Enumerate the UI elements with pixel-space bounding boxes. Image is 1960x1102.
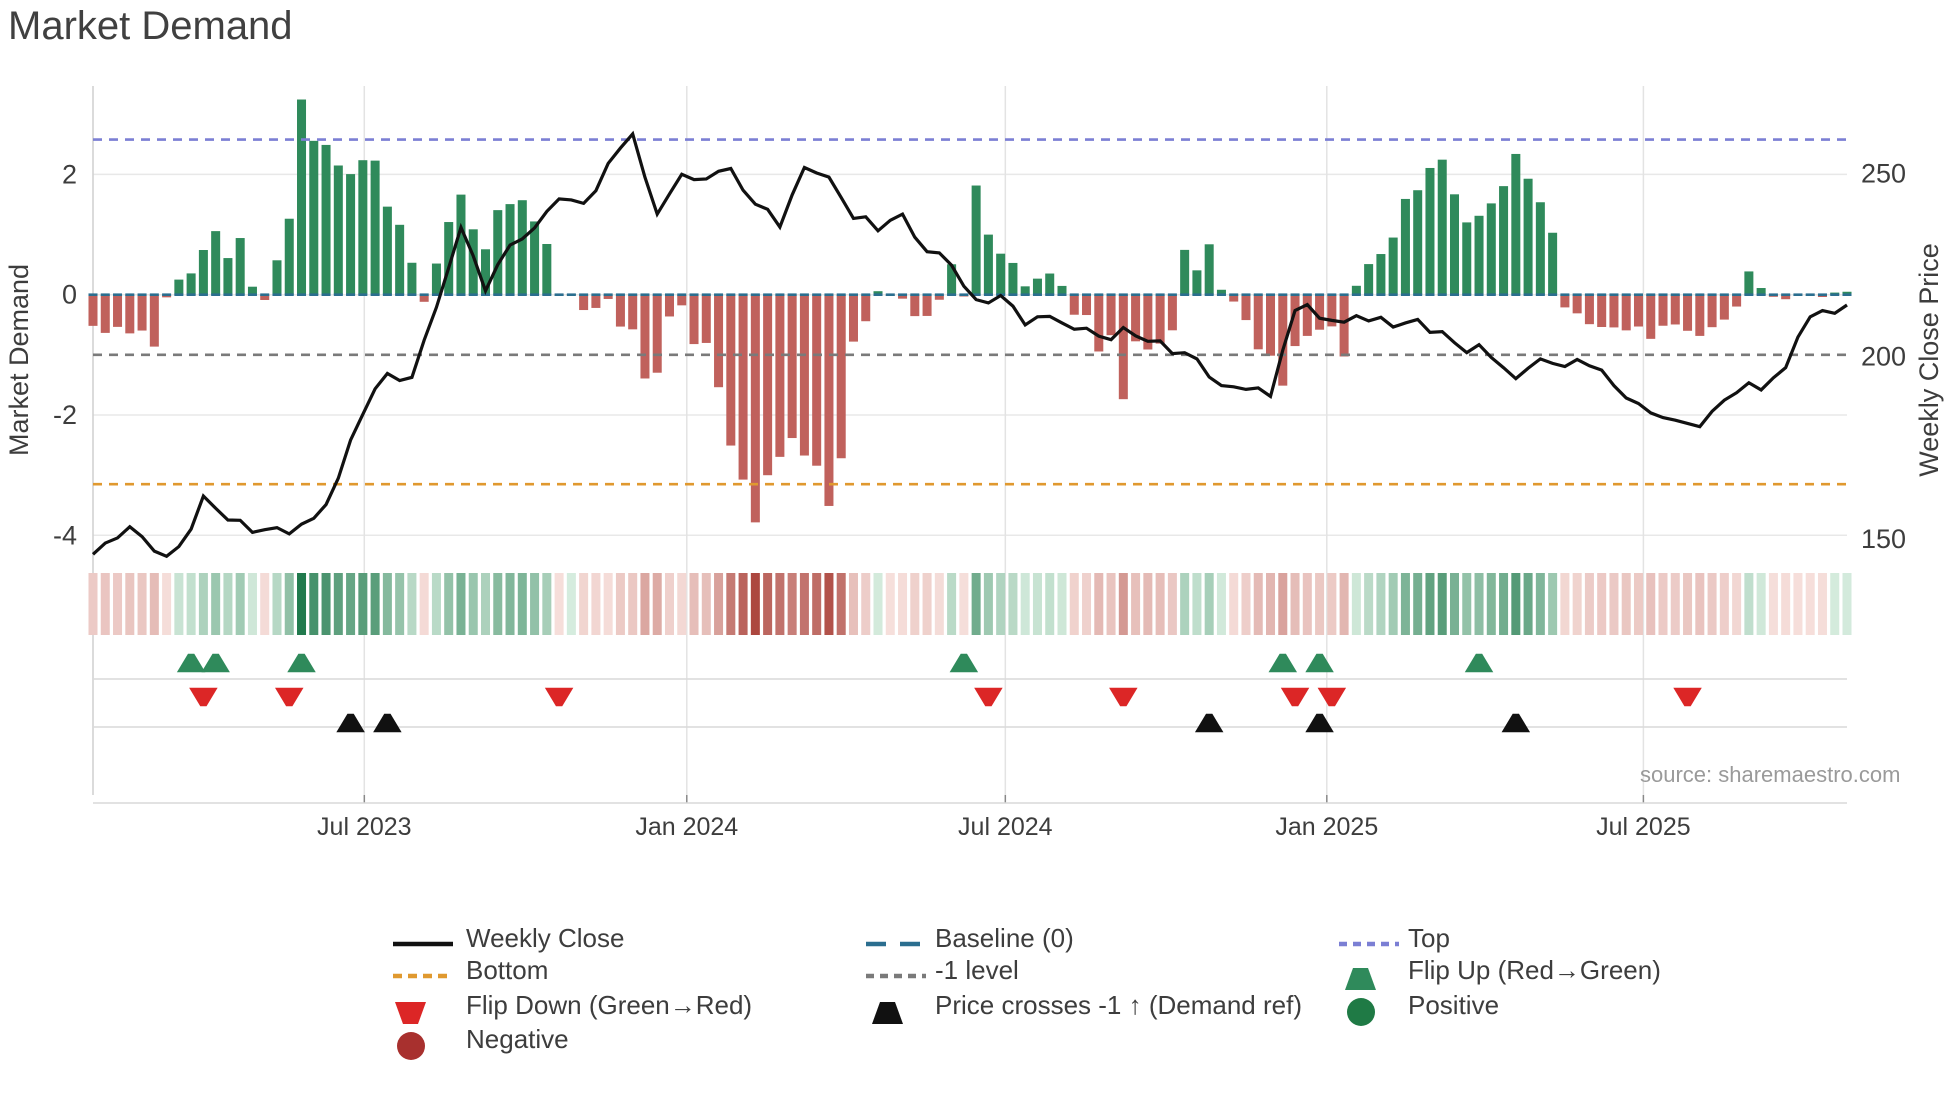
svg-text:0: 0 (62, 280, 77, 310)
svg-text:-2: -2 (53, 400, 77, 430)
svg-text:Jan 2024: Jan 2024 (635, 813, 738, 841)
svg-text:250: 250 (1861, 158, 1906, 188)
svg-text:Weekly Close Price: Weekly Close Price (1914, 243, 1944, 477)
svg-text:2: 2 (62, 159, 77, 189)
svg-text:Jul 2024: Jul 2024 (958, 813, 1053, 841)
svg-text:150: 150 (1861, 524, 1906, 554)
svg-text:Jul 2025: Jul 2025 (1596, 813, 1691, 841)
svg-text:Jul 2023: Jul 2023 (317, 813, 412, 841)
svg-text:-4: -4 (53, 520, 77, 550)
svg-text:Market Demand: Market Demand (4, 264, 34, 456)
svg-text:200: 200 (1861, 341, 1906, 371)
svg-text:Jan 2025: Jan 2025 (1275, 813, 1378, 841)
